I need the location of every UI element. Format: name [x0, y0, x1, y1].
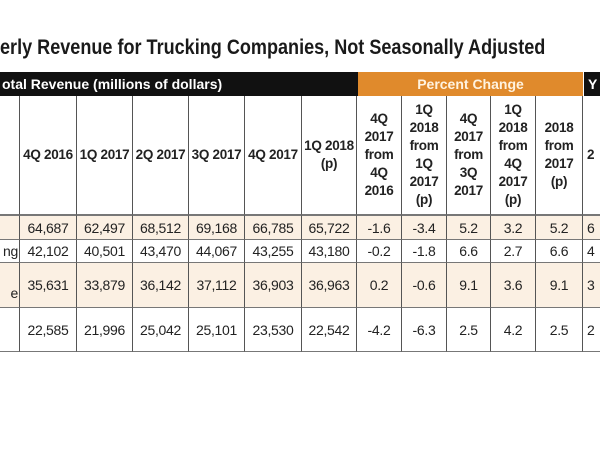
column-header: 4Q 2017 — [245, 96, 302, 215]
table-cell: 5.2 — [447, 215, 491, 240]
column-header: 2Q 2017 — [133, 96, 189, 215]
table-cell: 5.2 — [536, 215, 583, 240]
partial-right-band: Y — [584, 72, 600, 96]
table-cell: -0.2 — [357, 240, 402, 263]
table-cell: 22,585 — [20, 308, 77, 352]
table-cell: 40,501 — [77, 240, 133, 263]
table-cell: 42,102 — [20, 240, 77, 263]
table-cell: 25,042 — [133, 308, 189, 352]
table-cell: 37,112 — [189, 263, 245, 308]
row-label — [0, 215, 20, 240]
table-cell: 43,255 — [245, 240, 302, 263]
table-cell: 3.2 — [491, 215, 536, 240]
column-header: 2 — [583, 96, 600, 215]
table-cell: 9.1 — [536, 263, 583, 308]
table-cell: 22,542 — [302, 308, 357, 352]
table-cell: 6 — [583, 215, 600, 240]
table-cell: 3 — [583, 263, 600, 308]
table-cell: 6.6 — [447, 240, 491, 263]
column-header: 1Q 2017 — [77, 96, 133, 215]
table-cell: 68,512 — [133, 215, 189, 240]
table-cell: 2 — [583, 308, 600, 352]
table-cell: -6.3 — [402, 308, 447, 352]
table-cell: 62,497 — [77, 215, 133, 240]
total-revenue-band: otal Revenue (millions of dollars) — [0, 72, 359, 96]
column-header: 2018 from 2017 (p) — [536, 96, 583, 215]
table-cell: 4 — [583, 240, 600, 263]
table-cell: 9.1 — [447, 263, 491, 308]
table-cell: 21,996 — [77, 308, 133, 352]
table-cell: 66,785 — [245, 215, 302, 240]
table-cell: 36,963 — [302, 263, 357, 308]
table-cell: 4.2 — [491, 308, 536, 352]
table-cell: 36,142 — [133, 263, 189, 308]
table-cell: 2.5 — [447, 308, 491, 352]
table-title: erly Revenue for Trucking Companies, Not… — [0, 36, 546, 59]
table-cell: 36,903 — [245, 263, 302, 308]
row-label — [0, 308, 20, 352]
column-header: 1Q 2018 from 1Q 2017 (p) — [402, 96, 447, 215]
table-cell: -0.6 — [402, 263, 447, 308]
table-cell: 23,530 — [245, 308, 302, 352]
table-cell: 65,722 — [302, 215, 357, 240]
column-header: 4Q 2017 from 3Q 2017 — [447, 96, 491, 215]
table-cell: 44,067 — [189, 240, 245, 263]
column-header: 1Q 2018 from 4Q 2017 (p) — [491, 96, 536, 215]
table-cell: 3.6 — [491, 263, 536, 308]
column-header: 4Q 2017 from 4Q 2016 — [357, 96, 402, 215]
percent-change-band: Percent Change — [358, 72, 583, 96]
table-cell: 43,180 — [302, 240, 357, 263]
table-cell: -4.2 — [357, 308, 402, 352]
table-cell: -1.6 — [357, 215, 402, 240]
table-cell: 69,168 — [189, 215, 245, 240]
column-header: 4Q 2016 — [20, 96, 77, 215]
table-cell: 2.5 — [536, 308, 583, 352]
table-cell: 0.2 — [357, 263, 402, 308]
table-cell: -3.4 — [402, 215, 447, 240]
table-cell: 43,470 — [133, 240, 189, 263]
column-header: 1Q 2018 (p) — [302, 96, 357, 215]
row-label: ng — [0, 240, 20, 263]
table-cell: 25,101 — [189, 308, 245, 352]
row-label: e — [0, 263, 20, 308]
column-header: 3Q 2017 — [189, 96, 245, 215]
table-cell: 2.7 — [491, 240, 536, 263]
table-cell: 6.6 — [536, 240, 583, 263]
table-cell: -1.8 — [402, 240, 447, 263]
column-header — [0, 96, 20, 215]
table-cell: 35,631 — [20, 263, 77, 308]
table-cell: 64,687 — [20, 215, 77, 240]
table-cell: 33,879 — [77, 263, 133, 308]
